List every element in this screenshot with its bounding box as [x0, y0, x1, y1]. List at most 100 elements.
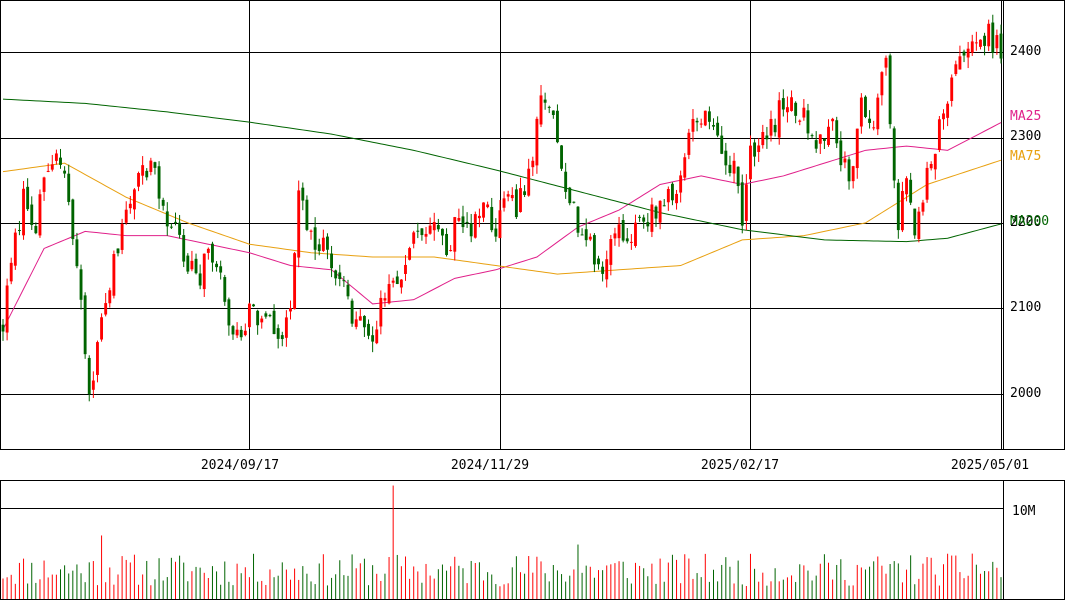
candle-body [330, 253, 333, 269]
candle-body [54, 153, 58, 161]
candle-body [211, 243, 214, 263]
candle-body [666, 189, 670, 203]
candle-body [276, 328, 280, 339]
candle-body [703, 110, 707, 126]
candle-body [67, 173, 71, 202]
candle-body [5, 285, 9, 333]
candle-body [436, 225, 440, 230]
candle-body [925, 167, 929, 200]
candle-body [289, 308, 292, 312]
candle-body [153, 162, 157, 168]
candle-body [215, 263, 219, 268]
candle-body [256, 310, 260, 326]
candle-body [424, 233, 428, 237]
candle-body [264, 313, 268, 317]
candle-body [773, 124, 777, 133]
candle-body [765, 135, 769, 140]
candle-body [169, 226, 173, 228]
candle-body [190, 260, 194, 270]
candle-body [868, 118, 872, 123]
candle-body [556, 110, 559, 143]
candle-body [469, 223, 473, 237]
x-tick-label-4: 2025/05/01 [951, 458, 1029, 473]
candle-body [781, 98, 785, 110]
candle-body [375, 329, 379, 344]
candle-body [441, 228, 444, 236]
candle-body [239, 329, 243, 338]
candle-body [876, 97, 880, 130]
candle-body [917, 211, 921, 239]
candle-body [42, 177, 46, 192]
candle-body [17, 230, 21, 232]
candle-body [342, 280, 346, 282]
candle-body [740, 182, 744, 226]
candle-body [937, 119, 941, 151]
candle-body [551, 110, 555, 115]
candle-body [539, 95, 543, 125]
candle-body [206, 248, 210, 253]
candle-body [379, 297, 383, 327]
candle-body [605, 259, 609, 280]
candle-body [96, 342, 99, 375]
candle-body [30, 204, 34, 226]
candle-body [412, 232, 416, 244]
candle-body [326, 236, 329, 250]
candle-body [128, 203, 132, 209]
candle-body [358, 316, 362, 321]
candle-body [116, 248, 120, 254]
candle-body [510, 194, 514, 199]
candle-body [145, 170, 149, 178]
legend-ma200: MA200 [1010, 214, 1049, 229]
candle-body [1, 324, 5, 332]
x-tick-label-1: 2024/09/17 [201, 458, 279, 473]
candle-body [124, 209, 128, 223]
candle-body [490, 206, 494, 231]
candle-body [707, 111, 711, 122]
candle-body [970, 41, 974, 53]
candle-body [855, 128, 859, 169]
candle-body [568, 187, 572, 204]
candle-body [798, 120, 802, 122]
candle-body [933, 153, 937, 170]
candle-body [983, 35, 987, 46]
candle-body [498, 210, 502, 239]
candle-body [699, 123, 703, 125]
candle-body [182, 235, 186, 262]
candle-body [617, 224, 621, 239]
candle-body [547, 106, 551, 108]
candle-body [465, 221, 469, 223]
candle-body [691, 118, 695, 132]
candle-body [75, 239, 79, 267]
candle-body [506, 194, 510, 197]
candle-body [942, 113, 945, 120]
candle-body [473, 214, 477, 238]
candle-body [243, 330, 247, 336]
candle-body [814, 140, 818, 149]
candle-body [50, 164, 54, 170]
candle-body [514, 189, 518, 218]
candle-body [252, 304, 255, 307]
candle-body [761, 132, 765, 146]
candle-body [831, 118, 835, 122]
candle-body [346, 284, 350, 297]
candle-body [502, 198, 506, 208]
candle-body [597, 258, 600, 265]
candle-body [580, 234, 584, 236]
candle-body [449, 250, 453, 252]
volume-tick-label-10m: 10M [1012, 504, 1036, 519]
candle-body [535, 118, 539, 166]
candle-body [198, 273, 202, 286]
candle-body [354, 319, 358, 327]
y-tick-label-2000: 2000 [1010, 386, 1041, 401]
candle-body [695, 120, 699, 123]
candle-body [317, 244, 321, 251]
candle-body [671, 183, 674, 201]
candle-body [280, 335, 284, 340]
candle-body [650, 204, 654, 232]
candle-body [658, 200, 662, 223]
candle-body [646, 222, 650, 227]
candle-body [859, 97, 863, 127]
candle-body [629, 241, 633, 243]
candle-body [395, 276, 399, 285]
